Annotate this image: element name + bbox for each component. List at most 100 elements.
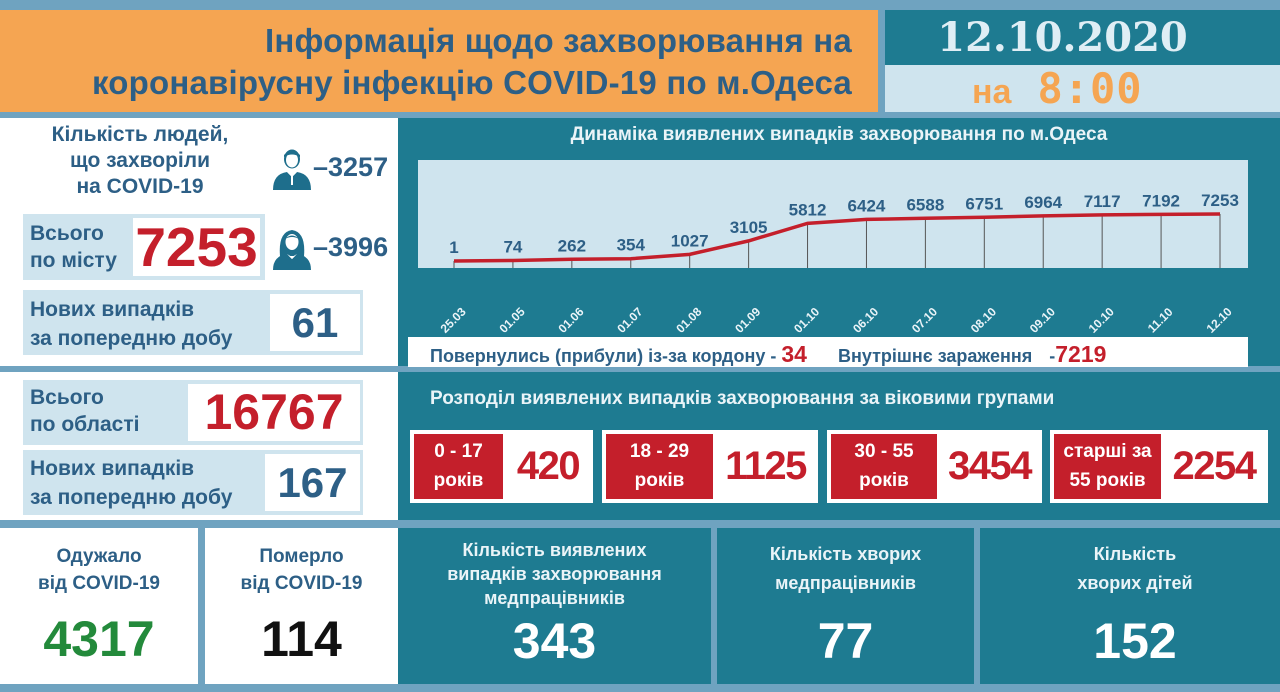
infection-source-strip [408,337,1248,367]
x-tick-label: 06.10 [850,304,881,335]
city-total-value-box [133,218,260,276]
region-new-cases-value-box [265,454,360,511]
city-new-label-line-1: Нових випадків [30,298,195,321]
x-tick-label: 11.10 [1145,305,1176,336]
city-new-cases-value: 61 [291,299,339,346]
x-tick-label: 01.10 [791,304,822,335]
medics-sick-label: Кількість хворих медпрацівників [717,540,974,598]
region-total-value: 16767 [204,384,344,440]
medics-detected-line-1: Кількість виявлених [462,540,647,560]
medics-detected-label: Кількість виявлених випадків захворюванн… [398,538,711,610]
dynamics-line-chart: 1 25.03 74 01.05 262 01.06 354 01.07 1027 01.08 31… [438,191,1239,336]
infection-source-summary: Повернулись (прибули) із-за кордону - 34… [430,341,1106,368]
age-unit: років [634,470,685,491]
x-tick-label: 01.05 [497,304,528,335]
medics-sick-line-1: Кількість хворих [769,544,922,564]
time-value: 8:00 [1037,64,1143,113]
died-value: 114 [261,611,342,667]
data-label: 3105 [730,218,768,237]
medics-sick-line-2: медпрацівників [775,573,916,593]
age-group-label: 18 - 29 років [606,434,713,499]
age-group-value: 1125 [725,444,807,488]
data-label: 354 [617,236,646,255]
region-total-label-line-2: по області [30,413,140,436]
died-card [205,528,398,684]
region-total-label-line-1: Всього [30,386,104,409]
recovered-label: Одужало від COVID-19 [0,543,198,597]
data-label: 5812 [789,200,827,219]
region-new-label-line-1: Нових випадків [30,457,195,480]
died-label: Померло від COVID-19 [205,543,398,597]
data-label: 74 [503,238,522,257]
age-group-value: 3454 [948,444,1032,488]
city-total-label-line-1: Всього [30,222,104,245]
medics-detected-line-2: випадків захворювання [447,564,662,584]
recovered-card [0,528,198,684]
x-tick-label: 01.08 [673,304,704,335]
recovered-label-line-1: Одужало [56,546,142,567]
title-line-2: коронавірусну інфекцію COVID-19 по м.Оде… [91,64,852,101]
medics-detected-line-3: медпрацівників [484,588,625,608]
data-label: 1027 [671,231,709,250]
recovered-value: 4317 [43,611,155,667]
x-tick-label: 12.10 [1204,304,1235,335]
region-new-cases-value: 167 [277,459,348,506]
title-line-1: Інформація щодо захворювання на [264,22,852,59]
internal-value: 7219 [1055,341,1107,367]
age-group-value: 420 [516,444,581,488]
age-unit: років [859,470,909,491]
x-tick-label: 01.06 [555,304,586,335]
died-label-line-2: від COVID-19 [240,573,363,594]
x-tick-label: 09.10 [1027,304,1058,335]
data-label: 7253 [1201,191,1239,210]
data-label: 7117 [1084,192,1121,211]
data-label: 6588 [906,195,944,214]
medics-detected-card [398,528,711,684]
sick-title-line-1: Кількість людей, [51,123,229,146]
female-count: –3996 [313,232,389,262]
age-range: 0 - 17 [434,441,483,462]
died-label-line-1: Померло [259,546,344,567]
internal-label: Внутрішнє зараження [837,346,1033,366]
x-tick-label: 07.10 [909,304,940,335]
age-unit: років [433,470,484,491]
recovered-label-line-2: від COVID-19 [38,573,160,594]
data-label: 7192 [1142,191,1180,210]
age-groups-title: Розподіл виявлених випадків захворювання… [430,388,1055,409]
report-time: на 8:00 [885,65,1280,112]
age-group-label: старші за 55 років [1054,434,1161,499]
x-tick-label: 01.09 [732,304,763,335]
children-sick-line-1: Кількість [1093,544,1177,564]
age-range: 30 - 55 [854,441,914,462]
children-sick-value: 152 [1093,613,1177,669]
children-sick-label: Кількість хворих дітей [980,540,1280,598]
age-group-value: 2254 [1172,444,1257,488]
male-person-icon [273,149,311,190]
age-range: 18 - 29 [629,441,690,462]
city-new-label-line-2: за попередню добу [30,327,233,350]
data-label: 6964 [1024,193,1062,212]
city-total-label-line-2: по місту [30,249,117,272]
city-new-cases-label: Нових випадків за попередню добу [30,295,232,353]
region-new-label-line-2: за попередню добу [30,486,233,509]
medics-sick-card [717,528,974,684]
sick-title-line-3: на COVID-19 [76,175,204,198]
x-tick-label: 01.07 [614,304,645,335]
x-tick-label: 25.03 [438,304,469,335]
medics-detected-value: 343 [512,613,597,669]
data-label: 262 [558,236,586,255]
age-unit: 55 років [1069,470,1146,491]
female-person-icon [273,230,311,270]
data-label: 6751 [965,194,1003,213]
medics-sick-value: 77 [817,613,874,669]
region-total-label: Всього по області [30,384,139,438]
children-sick-line-2: хворих дітей [1077,573,1193,593]
age-group-label: 30 - 55 років [831,434,937,499]
age-group-label: 0 - 17 років [414,434,503,499]
children-sick-card [980,528,1280,684]
city-new-cases-value-box [270,294,360,351]
city-total-label: Всього по місту [30,220,117,274]
sick-count-title: Кількість людей, що захворіли на COVID-1… [30,122,250,200]
internal-prefix: - [1049,346,1056,366]
report-date: 12.10.2020 [885,10,1280,65]
